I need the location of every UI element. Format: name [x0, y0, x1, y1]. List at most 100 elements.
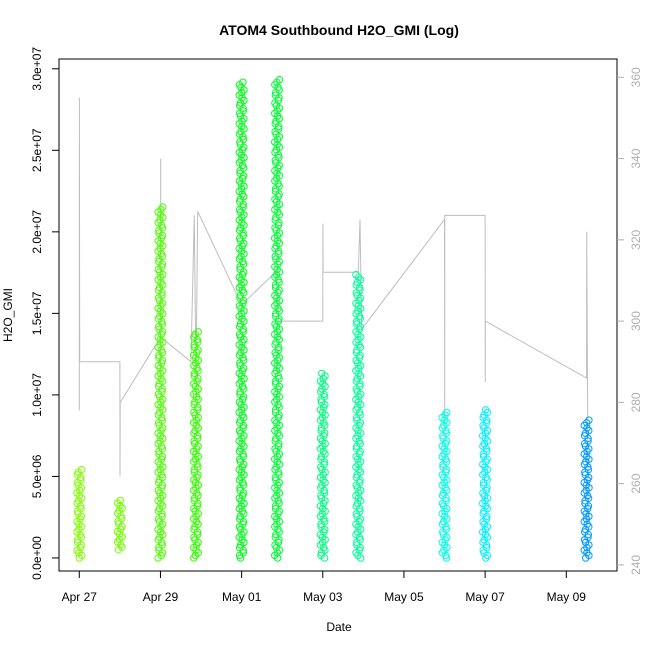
scatter-point: [357, 304, 365, 313]
y2-tick-label: 280: [629, 392, 643, 412]
scatter-point: [352, 348, 361, 357]
scatter-point: [481, 406, 490, 414]
scatter-point: [320, 393, 329, 401]
scatter-point: [275, 393, 284, 401]
scatter-point: [154, 497, 162, 505]
scatter-point: [584, 465, 593, 474]
scatter-point: [189, 390, 198, 398]
x-tick-label: May 07: [465, 590, 505, 604]
scatter-point: [275, 153, 283, 162]
scatter-point: [316, 445, 325, 453]
scatter-point: [192, 450, 200, 458]
scatter-point: [357, 429, 365, 437]
scatter-point: [240, 346, 248, 354]
scatter-point: [352, 445, 361, 453]
scatter-point: [354, 364, 363, 372]
x-axis-label: Date: [326, 620, 352, 634]
scatter-point: [155, 450, 163, 458]
scatter-point: [482, 515, 491, 523]
scatter-cluster: [438, 408, 451, 562]
scatter-point: [194, 328, 203, 336]
scatter-point: [154, 276, 162, 284]
scatter-point: [189, 515, 198, 523]
scatter-cluster: [154, 203, 167, 562]
scatter-point: [237, 502, 246, 510]
scatter-point: [240, 374, 248, 383]
scatter-point: [114, 520, 123, 528]
scatter-point: [317, 523, 325, 531]
scatter-cluster: [316, 369, 329, 562]
scatter-point: [319, 380, 327, 388]
scatter-cluster: [189, 328, 203, 562]
scatter-point: [190, 497, 198, 505]
scatter-point: [239, 231, 248, 240]
scatter-cluster: [235, 78, 248, 562]
scatter-point: [239, 549, 247, 557]
scatter-point: [237, 406, 246, 414]
scatter-point: [354, 523, 362, 531]
scatter-point: [75, 554, 84, 562]
scatter-cluster: [479, 406, 492, 562]
scatter-point: [479, 499, 487, 508]
scatter-point: [239, 107, 247, 115]
scatter-point: [239, 203, 247, 211]
scatter-point: [235, 312, 243, 320]
scatter-point: [154, 372, 162, 380]
scatter-point: [159, 213, 167, 222]
scatter-point: [192, 484, 200, 492]
y-tick-label: 1.0e+07: [30, 373, 44, 417]
scatter-point: [483, 543, 491, 552]
scatter-point: [158, 387, 166, 396]
scatter-point: [74, 510, 82, 518]
scatter-point: [156, 211, 165, 219]
scatter-point: [193, 406, 202, 414]
scatter-point: [237, 281, 246, 289]
y2-tick-label: 300: [629, 311, 643, 331]
scatter-point: [236, 294, 244, 302]
scatter-point: [156, 528, 165, 536]
scatter-point: [319, 442, 327, 450]
scatter-point: [155, 325, 163, 333]
scatter-point: [239, 424, 247, 432]
scatter-point: [273, 299, 281, 307]
scatter-point: [354, 302, 362, 310]
scatter-point: [580, 517, 588, 526]
scatter-point: [239, 135, 248, 144]
y-tick-label: 2.0e+07: [30, 210, 44, 254]
y-tick-label: 1.5e+07: [30, 291, 44, 335]
scatter-point: [354, 398, 363, 406]
scatter-point: [190, 372, 199, 380]
scatter-point: [275, 346, 283, 354]
scatter-point: [275, 268, 284, 276]
scatter-point: [318, 538, 327, 547]
scatter-point: [317, 398, 326, 406]
scatter-point: [238, 309, 246, 318]
scatter-point: [440, 478, 449, 487]
scatter-point: [77, 476, 85, 484]
scatter-point: [240, 471, 248, 479]
scatter-point: [236, 361, 244, 370]
y2-tick-label: 260: [629, 473, 643, 493]
scatter-point: [236, 169, 244, 177]
scatter-point: [271, 187, 280, 196]
scatter-point: [439, 463, 447, 471]
scatter-point: [320, 489, 329, 497]
scatter-point: [275, 471, 283, 479]
scatter-point: [271, 408, 280, 417]
scatter-point: [440, 541, 449, 549]
scatter-point: [581, 471, 589, 479]
scatter-point: [271, 205, 279, 214]
scatter-point: [239, 78, 247, 86]
x-tick-label: May 03: [303, 590, 343, 604]
scatter-point: [483, 465, 492, 474]
scatter-point: [192, 387, 200, 396]
scatter-cluster: [580, 416, 593, 562]
x-tick-label: May 01: [222, 590, 262, 604]
scatter-point: [273, 486, 281, 495]
scatter-point: [235, 187, 243, 196]
scatter-cluster: [271, 75, 284, 562]
scatter-point: [356, 382, 364, 391]
x-tick-label: Apr 27: [62, 590, 98, 604]
scatter-point: [156, 465, 165, 474]
scatter-point: [272, 380, 280, 388]
